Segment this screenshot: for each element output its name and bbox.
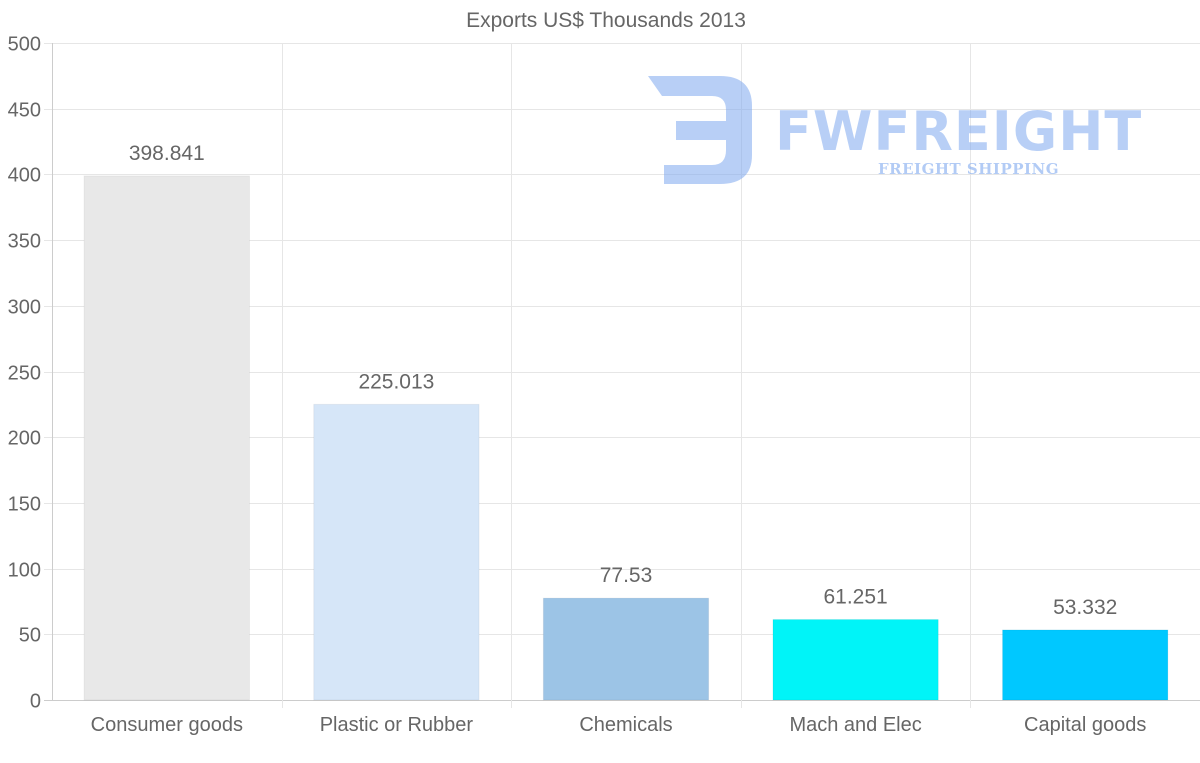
y-tick-label: 500 — [8, 34, 41, 56]
y-tick-label: 400 — [8, 165, 41, 187]
x-tick-label: Consumer goods — [91, 714, 243, 736]
y-tick-label: 300 — [8, 297, 41, 319]
bar[interactable] — [772, 619, 939, 701]
watermark-brand: FWFREIGHT — [775, 100, 1142, 163]
y-tick-label: 150 — [8, 494, 41, 516]
y-tick-label: 50 — [19, 625, 41, 647]
x-tick-label: Plastic or Rubber — [320, 714, 474, 736]
bar[interactable] — [1002, 629, 1169, 701]
x-tick-label: Mach and Elec — [789, 714, 921, 736]
bar-value-label: 77.53 — [600, 564, 653, 587]
y-tick-label: 200 — [8, 428, 41, 450]
y-tick-label: 350 — [8, 231, 41, 253]
bar[interactable] — [542, 597, 710, 701]
data-labels: 398.841 225.013 77.53 61.251 53.332 — [129, 142, 1117, 619]
x-tick-label: Capital goods — [1024, 714, 1146, 736]
y-tick-label: 100 — [8, 560, 41, 582]
bar-value-label: 398.841 — [129, 142, 205, 165]
x-axis: Consumer goods Plastic or Rubber Chemicals… — [91, 714, 1147, 736]
fwfreight-logo-mark-icon — [648, 76, 752, 184]
y-tick-label: 0 — [30, 691, 41, 713]
bar-series — [83, 175, 1169, 701]
y-tick-label: 450 — [8, 100, 41, 122]
watermark-tagline: FREIGHT SHIPPING — [878, 160, 1059, 178]
x-tick-label: Chemicals — [579, 714, 672, 736]
y-axis: 0 50 100 150 200 250 300 350 400 450 500 — [8, 34, 41, 713]
chart-title: Exports US$ Thousands 2013 — [466, 9, 746, 32]
y-tick-label: 250 — [8, 363, 41, 385]
bar[interactable] — [313, 403, 480, 701]
bar[interactable] — [83, 175, 250, 701]
fwfreight-watermark-logo: FWFREIGHT FREIGHT SHIPPING — [648, 76, 1142, 184]
bar-value-label: 61.251 — [823, 586, 887, 609]
bar-value-label: 53.332 — [1053, 596, 1117, 619]
bar-value-label: 225.013 — [358, 370, 434, 393]
